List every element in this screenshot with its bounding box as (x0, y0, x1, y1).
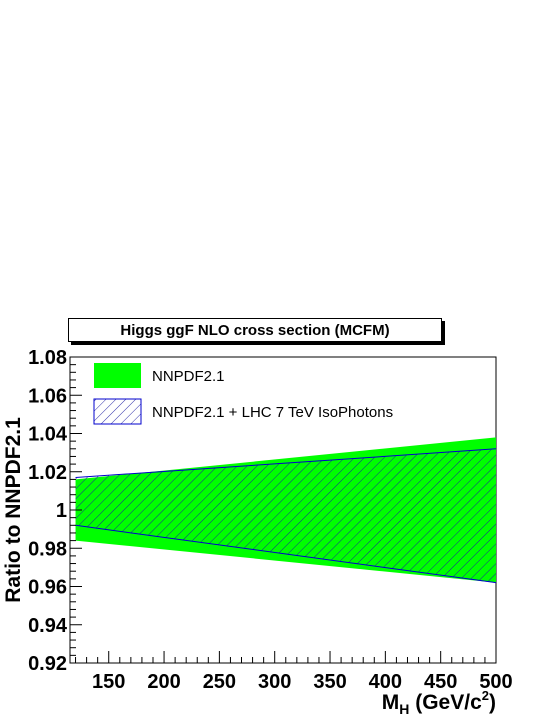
x-tick-label: 400 (369, 671, 402, 693)
x-tick-label: 250 (203, 671, 236, 693)
legend-label: NNPDF2.1 (152, 368, 225, 385)
y-tick-label: 1.06 (28, 385, 67, 407)
x-tick-label: 200 (147, 671, 180, 693)
y-tick-label: 1.04 (28, 424, 68, 446)
x-tick-label: 500 (479, 671, 512, 693)
series-band-hatched (75, 448, 496, 583)
x-axis-label-unit-close: ) (489, 691, 496, 714)
y-tick-label: 1 (56, 500, 67, 522)
x-tick-label: 350 (313, 671, 346, 693)
legend-swatch-solid (94, 363, 141, 388)
series-band-upper-edge (75, 448, 497, 478)
x-axis-label-sub: H (399, 701, 409, 717)
series-band-lower-edge (75, 524, 497, 584)
y-tick-label: 0.96 (28, 577, 67, 599)
x-axis-label-unit-sup: 2 (482, 688, 489, 703)
y-tick-label: 0.92 (28, 653, 67, 675)
y-axis-label: Ratio to NNPDF2.1 (2, 417, 25, 603)
y-tick-label: 1.08 (28, 347, 67, 369)
y-tick-label: 0.94 (28, 615, 68, 637)
x-tick-label: 300 (258, 671, 291, 693)
legend-swatch-hatched (93, 398, 142, 425)
x-tick-label: 450 (424, 671, 457, 693)
y-tick-label: 0.98 (28, 538, 67, 560)
x-tick-label: 150 (92, 671, 125, 693)
y-tick-label: 1.02 (28, 462, 67, 484)
x-axis-label-unit: (GeV/c (409, 691, 482, 714)
chart-title: Higgs ggF NLO cross section (MCFM) (68, 318, 442, 342)
legend-label: NNPDF2.1 + LHC 7 TeV IsoPhotons (152, 404, 393, 421)
x-axis-label: MH (GeV/c2) (382, 688, 496, 717)
x-axis-label-main: M (382, 691, 400, 714)
